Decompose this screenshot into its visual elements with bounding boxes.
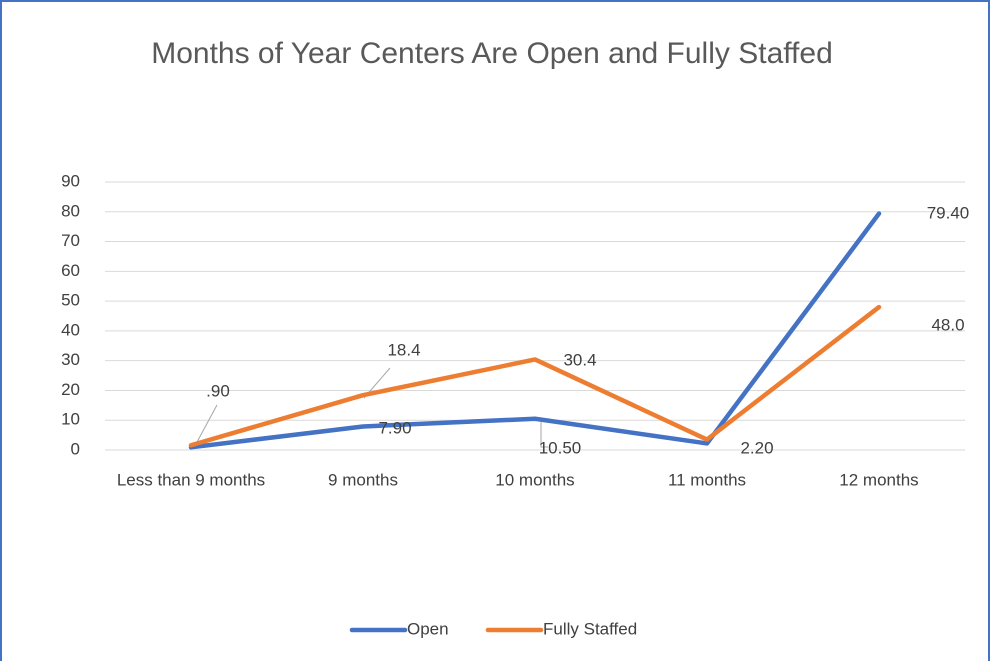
y-tick-label: 60	[61, 261, 80, 280]
y-tick-label: 20	[61, 380, 80, 399]
y-tick-label: 40	[61, 320, 80, 339]
data-label: 30.4	[563, 350, 596, 369]
y-tick-label: 90	[61, 171, 80, 190]
x-tick-label: 12 months	[839, 470, 918, 489]
legend-label: Open	[407, 619, 449, 638]
y-tick-label: 70	[61, 231, 80, 250]
data-label: 18.4	[387, 340, 420, 359]
leader-line	[196, 404, 218, 443]
x-tick-label: 9 months	[328, 470, 398, 489]
legend-label: Fully Staffed	[543, 619, 637, 638]
chart-title: Months of Year Centers Are Open and Full…	[151, 37, 833, 70]
data-label: 2.20	[740, 438, 773, 457]
data-label: 10.50	[539, 438, 582, 457]
y-tick-label: 30	[61, 350, 80, 369]
x-tick-label: 11 months	[668, 470, 746, 489]
x-tick-label: Less than 9 months	[117, 470, 265, 489]
y-tick-label: 10	[61, 410, 80, 429]
leader-line	[540, 422, 548, 448]
y-tick-label: 80	[61, 201, 80, 220]
series-line	[188, 211, 882, 450]
y-tick-label: 0	[71, 439, 80, 458]
data-label: .90	[206, 381, 230, 400]
data-label: 79.40	[927, 203, 970, 222]
data-label: 48.0	[931, 315, 964, 334]
x-tick-label: 10 months	[495, 470, 574, 489]
series-line	[188, 304, 882, 448]
y-tick-label: 50	[61, 291, 80, 310]
data-label: 7.90	[378, 418, 411, 437]
